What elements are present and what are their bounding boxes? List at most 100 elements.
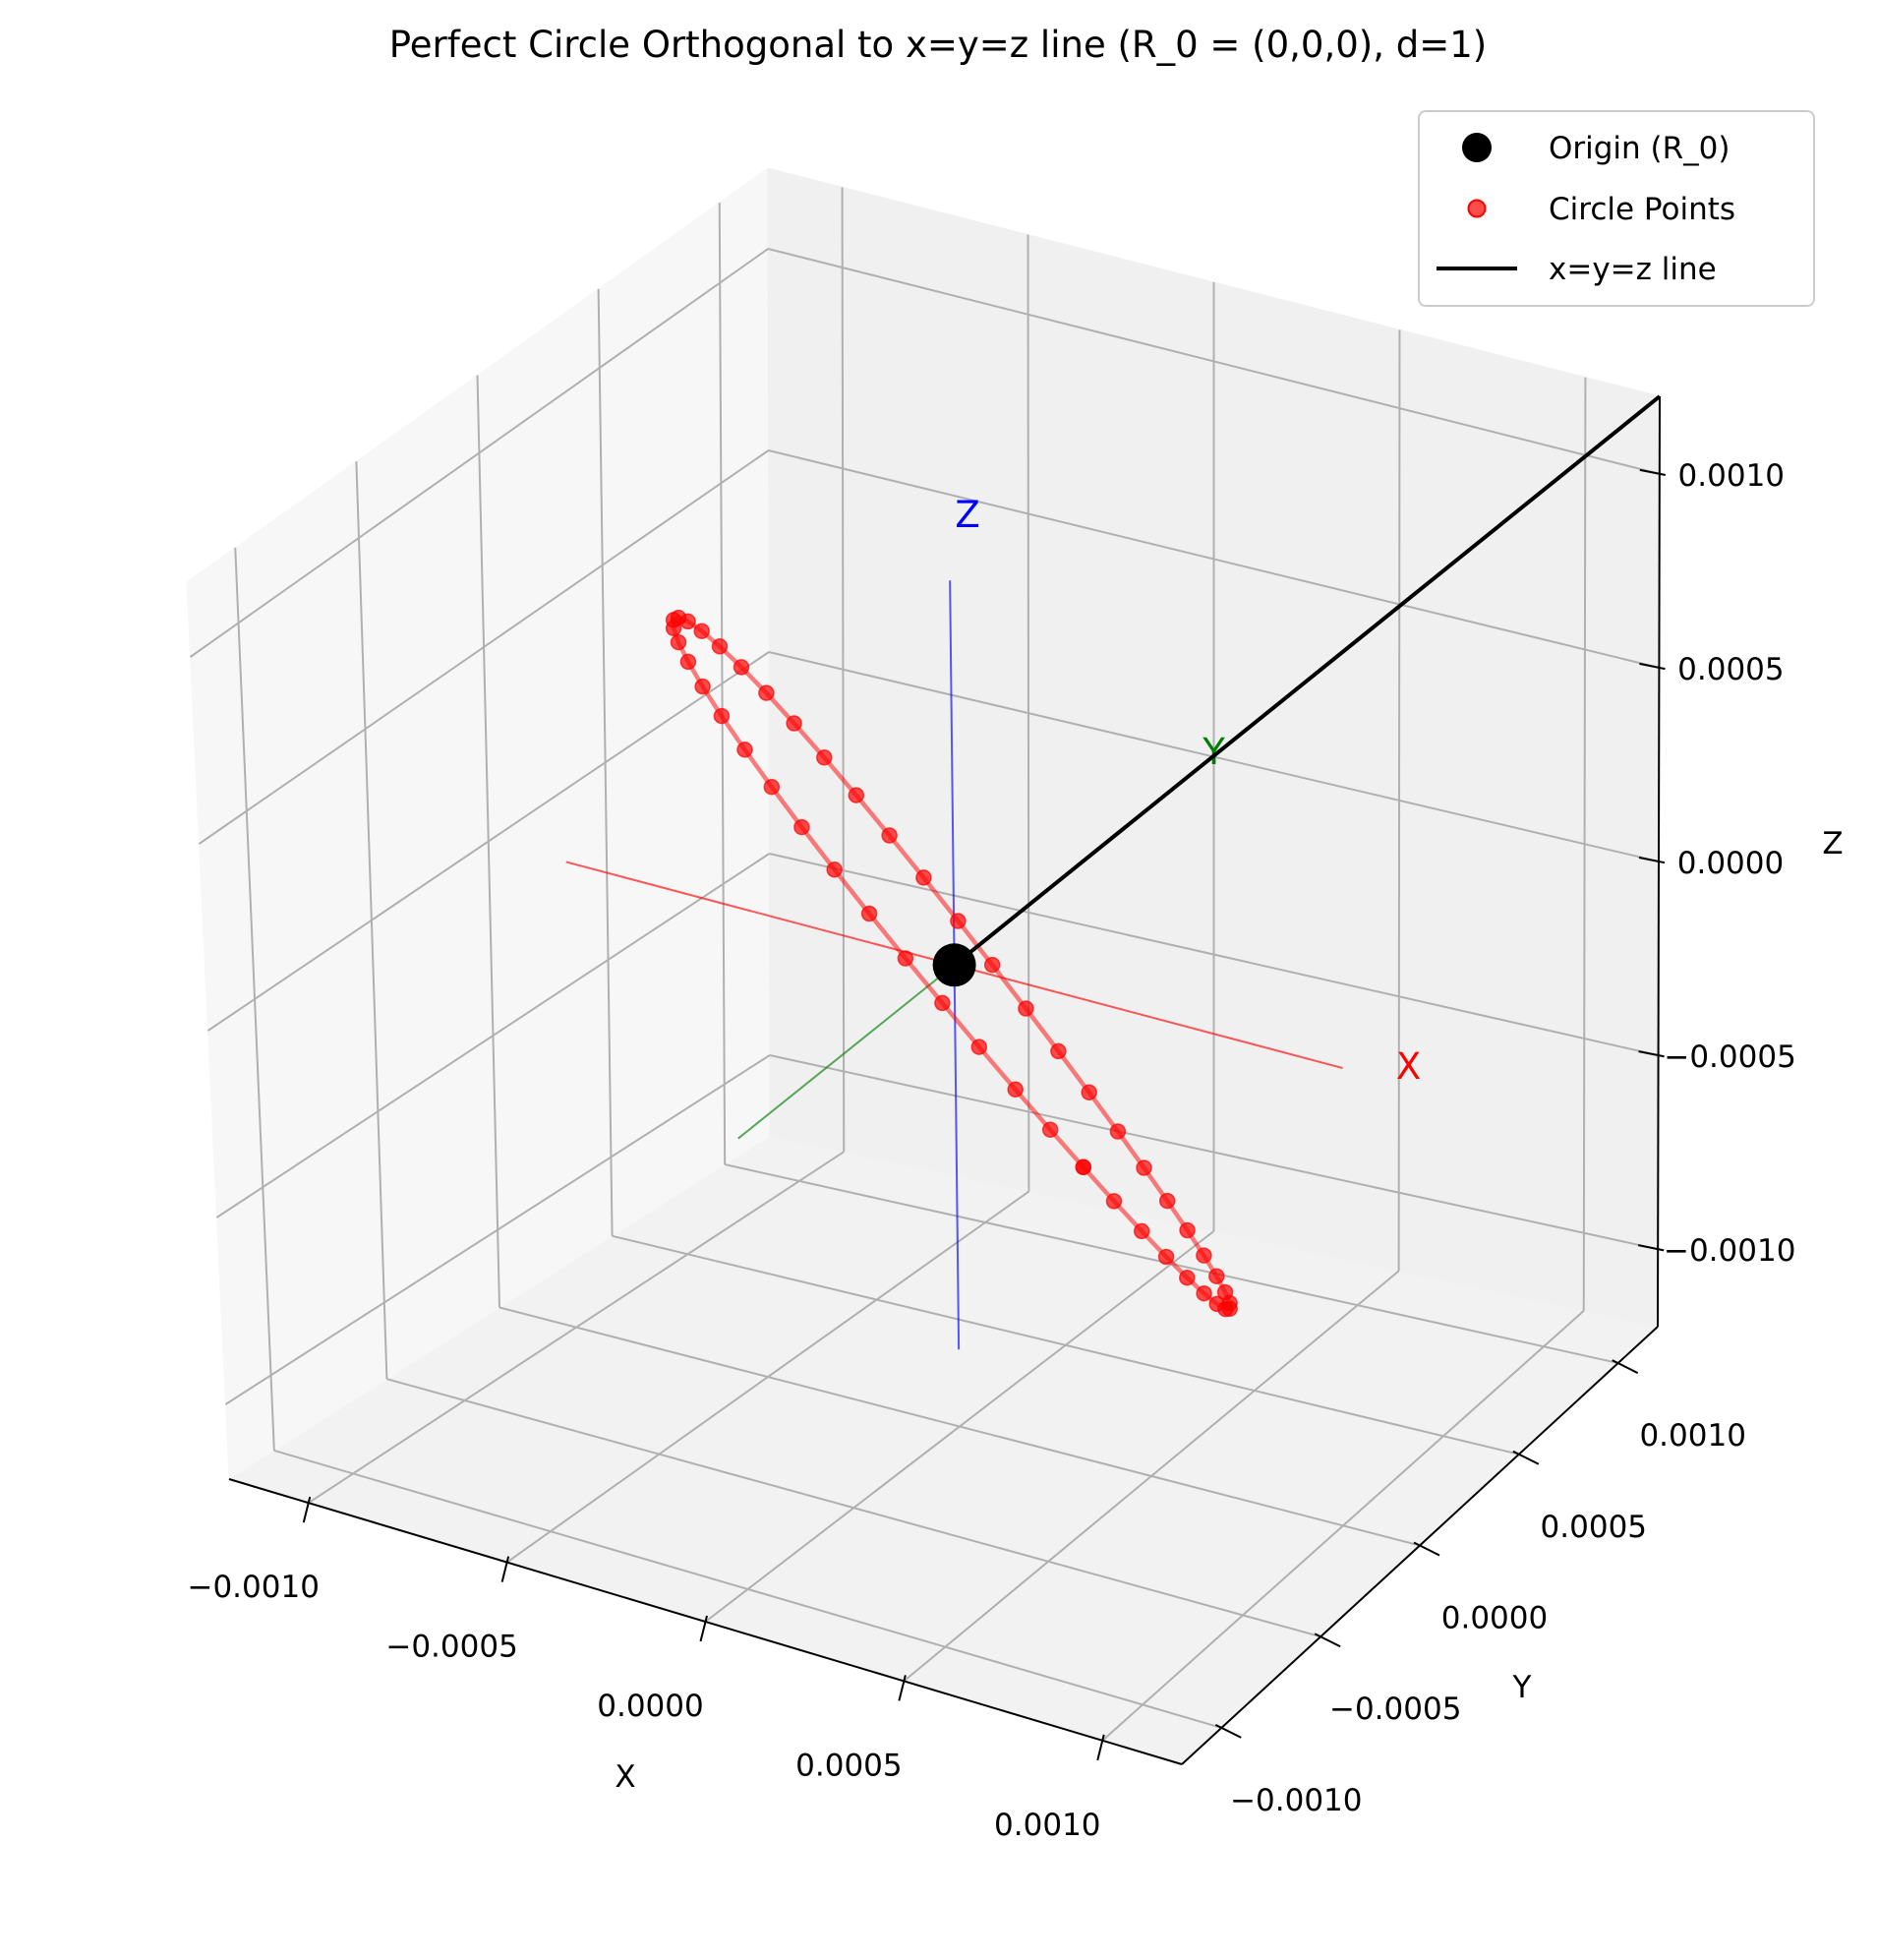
circle-point (679, 653, 697, 671)
gridline-z-back (768, 449, 1660, 669)
y-tick-label: −0.0005 (1329, 1692, 1461, 1727)
legend-frame (1418, 110, 1815, 307)
legend-origin-label: Origin (R_0) (1549, 131, 1730, 166)
x-tick-mark (699, 1615, 708, 1642)
gridline-y-floor (612, 1234, 1520, 1455)
circle-point (1041, 1121, 1059, 1138)
reference-axis-x-label: X (1396, 1045, 1421, 1088)
y-tick-mark (1413, 1541, 1440, 1557)
circle-point (1007, 1081, 1024, 1099)
z-tick-mark (1639, 468, 1667, 477)
circle-point (950, 913, 967, 929)
circle-point (1081, 1084, 1097, 1101)
legend-circle-label: Circle Points (1549, 192, 1735, 227)
circle-point (848, 787, 865, 803)
z-tick-label: 0.0000 (1677, 846, 1784, 881)
x-tick-label: 0.0000 (597, 1689, 703, 1724)
circle-point (1216, 1283, 1234, 1301)
circle-point (934, 994, 951, 1012)
reference-axis-z-label: Z (955, 494, 979, 536)
z-tick-mark (1639, 662, 1666, 671)
z-tick-label: 0.0005 (1677, 652, 1784, 687)
circle-point (733, 659, 750, 676)
circle-point (1018, 1000, 1034, 1017)
origin-point (932, 943, 976, 987)
gridlines (190, 187, 1661, 1742)
circle-point (816, 749, 833, 766)
legend-origin-marker (1462, 133, 1492, 162)
gridline-y-left (718, 203, 727, 1165)
gridline-z-back (767, 248, 1661, 475)
gridline-z-left (206, 651, 770, 1032)
circle-point (763, 778, 781, 796)
axis-lines (228, 395, 1667, 1765)
circle-point (915, 869, 932, 886)
y-tick-mark (1214, 1724, 1242, 1739)
legend-circle-marker (1467, 199, 1487, 218)
x-tick-label: 0.0010 (994, 1808, 1100, 1843)
chart-title: Perfect Circle Orthogonal to x=y=z line … (389, 24, 1487, 66)
circle-point (693, 623, 710, 639)
circle-point (793, 818, 810, 836)
y-tick-label: 0.0010 (1639, 1418, 1745, 1454)
circle-point (1075, 1158, 1092, 1176)
gridline-x-back (1582, 377, 1587, 1311)
x-tick-label: 0.0005 (795, 1748, 902, 1783)
x-tick-label: −0.0005 (385, 1630, 517, 1665)
diagonal-line-series (953, 394, 1662, 967)
circle-point (713, 707, 731, 725)
z-tick-mark (1638, 857, 1666, 864)
circle-point (1158, 1192, 1176, 1210)
z-tick-mark (1638, 1050, 1665, 1058)
circle-point (897, 950, 914, 967)
z-tick-label: −0.0005 (1664, 1039, 1795, 1075)
y-tick-mark (1612, 1359, 1639, 1374)
circle-point (736, 742, 753, 758)
legend: Origin (R_0) Circle Points x=y=z line (1418, 110, 1815, 307)
x-tick-mark (1096, 1734, 1105, 1761)
circle-point (1105, 1193, 1123, 1210)
circle-point (970, 1039, 988, 1055)
gridline-z-left (190, 248, 769, 658)
z-tick-mark (1637, 1244, 1665, 1252)
y-tick-label: 0.0000 (1441, 1601, 1548, 1636)
gridline-x-floor (903, 1270, 1400, 1683)
circle-point (1179, 1221, 1196, 1239)
diagonal-line (953, 394, 1662, 967)
circle-series (665, 609, 1238, 1318)
y-tick-label: −0.0010 (1230, 1783, 1362, 1818)
legend-line-label: x=y=z line (1549, 252, 1717, 287)
gridline-y-floor (499, 1306, 1421, 1547)
circle-point (860, 905, 878, 922)
y-tick-label: 0.0005 (1541, 1510, 1647, 1545)
circle-point (1109, 1123, 1127, 1140)
circle-point (665, 620, 682, 637)
circle-point (1196, 1247, 1212, 1264)
y-tick-mark (1314, 1633, 1341, 1648)
z-tick-label: 0.0010 (1678, 458, 1785, 494)
origin-series (932, 943, 976, 987)
circle-point (694, 678, 711, 695)
x-tick-mark (898, 1675, 907, 1701)
z-axis-label: Z (1822, 826, 1843, 861)
x-tick-mark (302, 1496, 312, 1523)
circle-point (1157, 1248, 1175, 1266)
circle-point (1050, 1042, 1067, 1060)
circle-point (1136, 1159, 1152, 1176)
circle-point (758, 684, 775, 701)
y-axis-label: Y (1512, 1670, 1532, 1705)
tick-labels: −0.0010 −0.0010 −0.0010 −0.0005 −0.0005 −0.00… (187, 458, 1795, 1843)
gridline-x-back (1397, 329, 1401, 1272)
circle-point (670, 633, 687, 651)
y-tick-mark (1512, 1450, 1540, 1465)
gridline-y-left (597, 288, 614, 1236)
gridline-x-floor (1101, 1310, 1585, 1742)
circle-point (881, 827, 898, 844)
circle-point (826, 861, 843, 878)
x-tick-mark (500, 1556, 510, 1582)
circle-point (1196, 1284, 1212, 1302)
circle-point (1133, 1222, 1150, 1240)
axis-panes (186, 167, 1661, 1765)
circle-point (983, 956, 1001, 974)
